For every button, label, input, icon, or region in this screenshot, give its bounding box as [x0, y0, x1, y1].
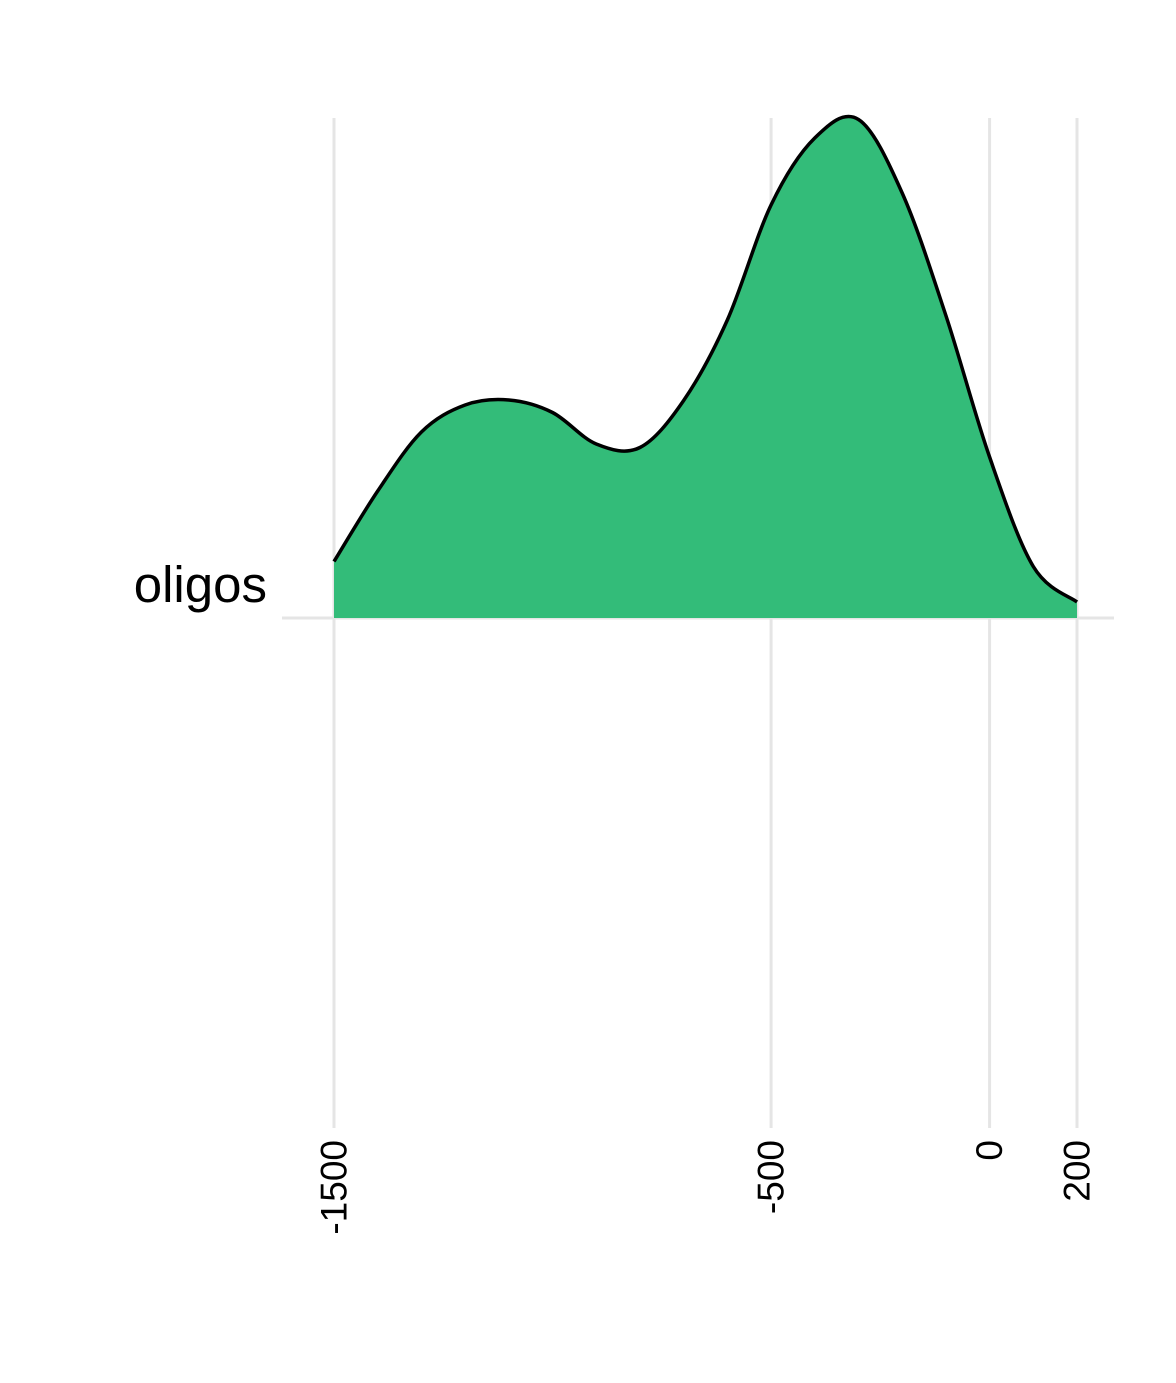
grid-lines: [282, 118, 1114, 1128]
x-tick-label-200: 200: [1057, 1140, 1098, 1202]
x-tick-label--500: -500: [751, 1140, 792, 1214]
density-line-oligos: [332, 114, 1079, 604]
axis-labels: oligos -1500 -500 0 200: [134, 556, 1098, 1235]
x-tick-label-0: 0: [969, 1140, 1010, 1161]
density-areas: [332, 114, 1079, 618]
x-tick-label--1500: -1500: [314, 1140, 355, 1235]
category-label-oligos: oligos: [134, 556, 267, 613]
